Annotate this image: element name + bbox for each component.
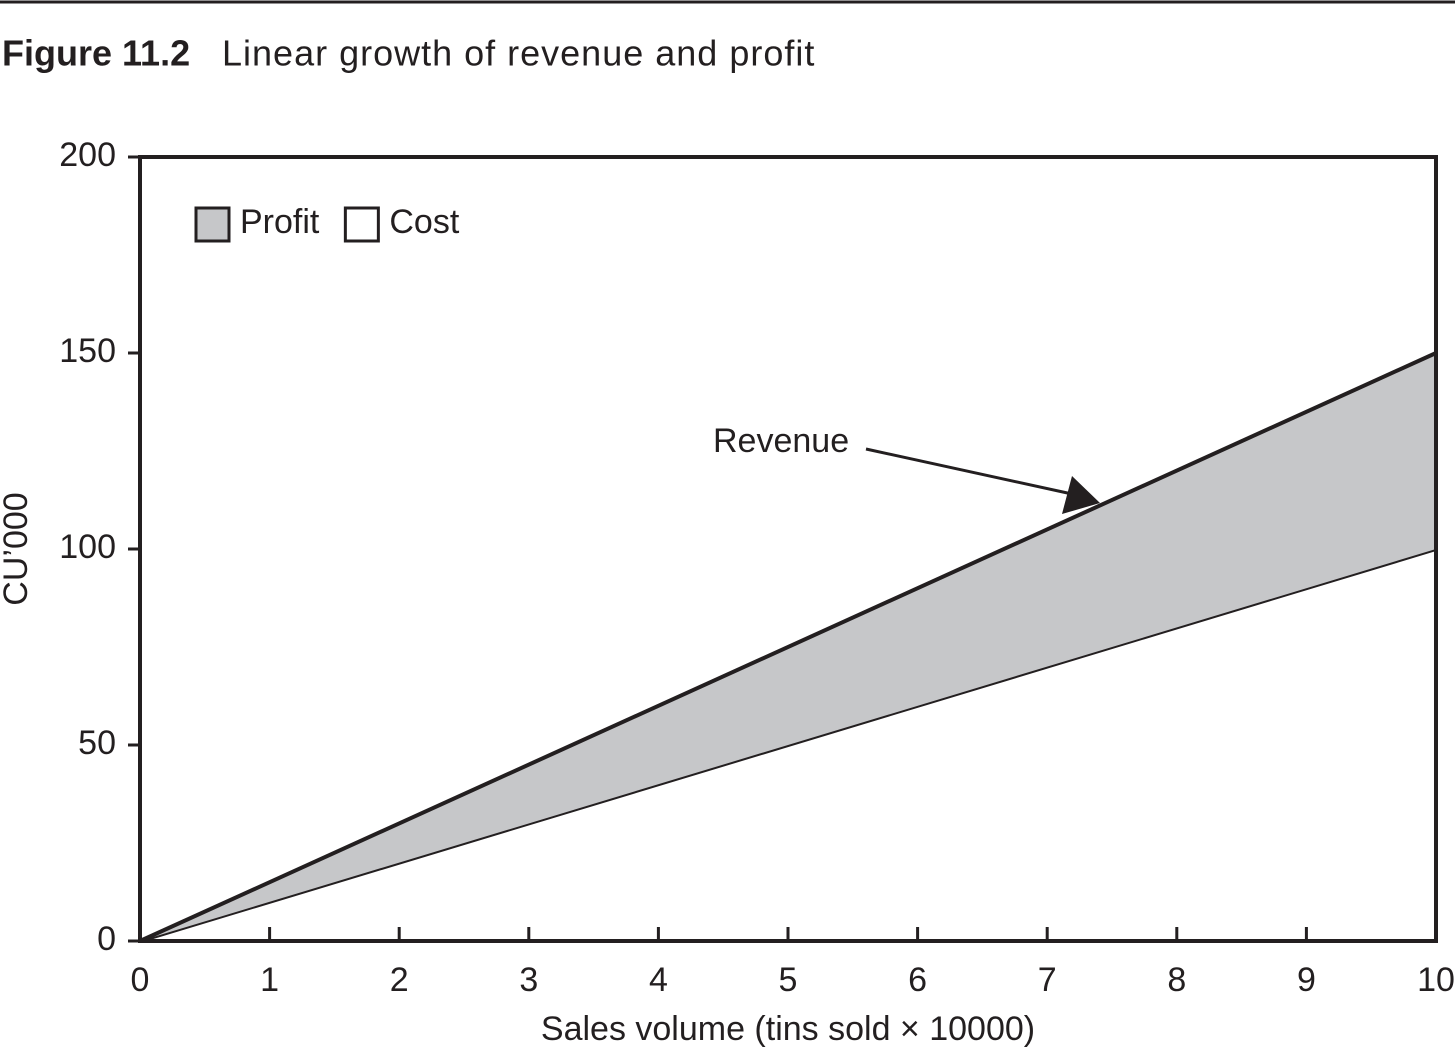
x-tick-label: 4 xyxy=(649,961,668,999)
x-tick-label: 6 xyxy=(908,961,927,999)
area-edge xyxy=(139,351,1437,943)
x-tick-label: 5 xyxy=(779,961,798,999)
x-tick-label: 7 xyxy=(1038,961,1057,999)
y-tick-label: 150 xyxy=(59,332,116,370)
y-tick-label: 50 xyxy=(78,724,116,762)
x-tick-label: 9 xyxy=(1297,961,1316,999)
y-tick-label: 200 xyxy=(59,136,116,174)
legend-label: Cost xyxy=(389,203,459,241)
y-axis-label: CU’000 xyxy=(0,492,35,605)
x-tick-label: 1 xyxy=(260,961,279,999)
legend-label: Profit xyxy=(240,203,320,241)
annotation: Revenue xyxy=(713,422,849,460)
x-tick-label: 8 xyxy=(1167,961,1186,999)
x-tick-label: 10 xyxy=(1417,961,1455,999)
arrow-head xyxy=(1062,476,1100,514)
figure-label: Figure 11.2 xyxy=(2,33,190,74)
legend-swatch xyxy=(343,206,380,243)
chart-title: Linear growth of revenue and profit xyxy=(222,33,815,74)
x-tick-label: 0 xyxy=(131,961,150,999)
y-tick-label: 100 xyxy=(59,528,116,566)
x-axis-label: Sales volume (tins sold × 10000) xyxy=(541,1010,1035,1048)
x-tick-label: 3 xyxy=(519,961,538,999)
x-tick-label: 2 xyxy=(390,961,409,999)
plot-area xyxy=(139,351,1437,943)
annotation-arrow xyxy=(865,447,1073,496)
y-tick-label: 0 xyxy=(97,920,116,958)
legend-swatch xyxy=(194,206,231,243)
